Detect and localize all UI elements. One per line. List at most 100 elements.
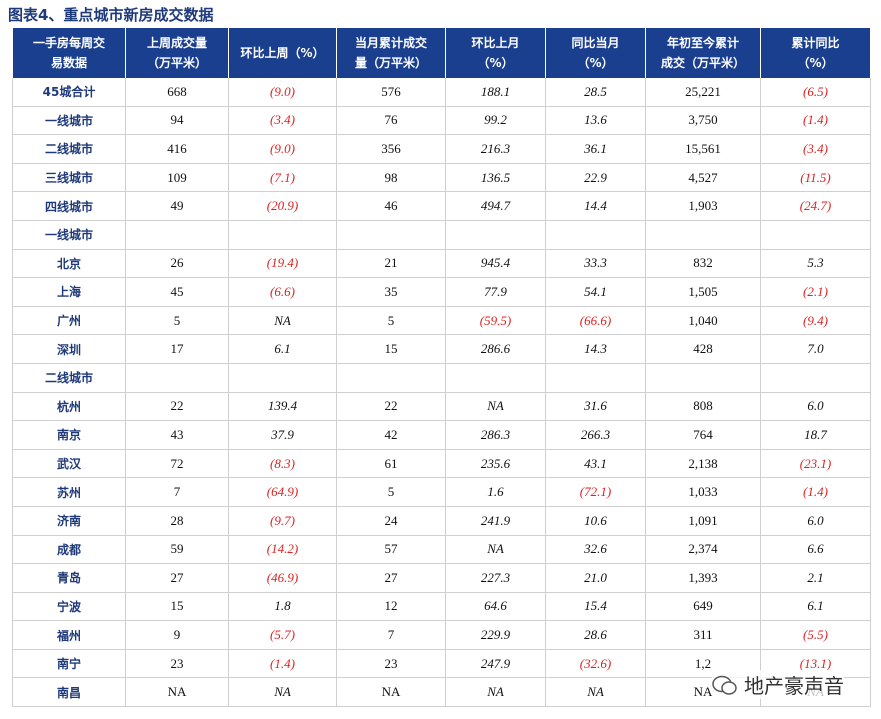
row-label: 南宁 bbox=[12, 649, 126, 679]
cell: (7.1) bbox=[228, 163, 337, 193]
row-label: 深圳 bbox=[12, 334, 126, 364]
cell: 14.3 bbox=[545, 334, 646, 364]
cell: 61 bbox=[336, 449, 446, 479]
cell: 188.1 bbox=[445, 78, 546, 107]
cell: NA bbox=[125, 677, 229, 708]
cell: 216.3 bbox=[445, 134, 546, 164]
row-label: 二线城市 bbox=[12, 134, 126, 164]
cell: 241.9 bbox=[445, 506, 546, 536]
empty-cell bbox=[228, 220, 337, 250]
header-line: 同比当月 bbox=[571, 36, 620, 50]
table-row: 杭州 22 139.4 22 NA 31.6 808 6.0 bbox=[12, 392, 871, 422]
cell: 57 bbox=[336, 535, 446, 565]
cell: 5.3 bbox=[760, 249, 871, 279]
watermark: 地产豪声音 bbox=[712, 670, 844, 699]
header-cell: 年初至今累计 成交（万平米） bbox=[645, 28, 761, 78]
cell: (9.0) bbox=[228, 134, 337, 164]
table-row: 武汉 72 (8.3) 61 235.6 43.1 2,138 (23.1) bbox=[12, 449, 871, 479]
header-cell: 上周成交量 （万平米） bbox=[125, 28, 229, 78]
table-row: 四线城市 49 (20.9) 46 494.7 14.4 1,903 (24.7) bbox=[12, 191, 871, 221]
cell: 4,527 bbox=[645, 163, 761, 193]
cell: 17 bbox=[125, 334, 229, 364]
cell: 7 bbox=[336, 620, 446, 650]
cell: 15.4 bbox=[545, 592, 646, 622]
header-cell: 当月累计成交 量（万平米） bbox=[336, 28, 446, 78]
cell: (32.6) bbox=[545, 649, 646, 679]
table-row: 上海 45 (6.6) 35 77.9 54.1 1,505 (2.1) bbox=[12, 277, 871, 307]
table-row: 45城合计 668 (9.0) 576 188.1 28.5 25,221 (6.5) bbox=[12, 78, 871, 107]
cell: 14.4 bbox=[545, 191, 646, 221]
cell: 229.9 bbox=[445, 620, 546, 650]
cell: 43 bbox=[125, 420, 229, 450]
header-line: （万平米） bbox=[146, 56, 207, 70]
table-row: 济南 28 (9.7) 24 241.9 10.6 1,091 6.0 bbox=[12, 506, 871, 536]
cell: 9 bbox=[125, 620, 229, 650]
empty-cell bbox=[645, 363, 761, 393]
cell: (3.4) bbox=[228, 106, 337, 136]
cell: 6.0 bbox=[760, 506, 871, 536]
cell: 428 bbox=[645, 334, 761, 364]
header-line: 年初至今累计 bbox=[666, 36, 739, 50]
cell: 2.1 bbox=[760, 563, 871, 593]
cell: (46.9) bbox=[228, 563, 337, 593]
cell: 6.1 bbox=[760, 592, 871, 622]
table-row: 成都 59 (14.2) 57 NA 32.6 2,374 6.6 bbox=[12, 535, 871, 565]
cell: (11.5) bbox=[760, 163, 871, 193]
row-label: 四线城市 bbox=[12, 191, 126, 221]
row-label: 武汉 bbox=[12, 449, 126, 479]
header-line: 环比上周（%） bbox=[240, 46, 325, 60]
cell: 5 bbox=[336, 477, 446, 507]
cell: (1.4) bbox=[760, 477, 871, 507]
header-line: 上周成交量 bbox=[146, 36, 207, 50]
table-row: 南京 43 37.9 42 286.3 266.3 764 18.7 bbox=[12, 420, 871, 450]
cell: 808 bbox=[645, 392, 761, 422]
empty-cell bbox=[336, 220, 446, 250]
cell: 42 bbox=[336, 420, 446, 450]
cell: (1.4) bbox=[760, 106, 871, 136]
cell: 36.1 bbox=[545, 134, 646, 164]
empty-cell bbox=[645, 220, 761, 250]
row-label: 宁波 bbox=[12, 592, 126, 622]
cell: 13.6 bbox=[545, 106, 646, 136]
row-label: 南昌 bbox=[12, 677, 126, 708]
cell: 1,505 bbox=[645, 277, 761, 307]
empty-cell bbox=[228, 363, 337, 393]
cell: 247.9 bbox=[445, 649, 546, 679]
header-cell: 累计同比 （%） bbox=[760, 28, 871, 78]
cell: 356 bbox=[336, 134, 446, 164]
cell: 31.6 bbox=[545, 392, 646, 422]
empty-cell bbox=[445, 220, 546, 250]
cell: 764 bbox=[645, 420, 761, 450]
watermark-text: 地产豪声音 bbox=[744, 674, 844, 698]
cell: 1.8 bbox=[228, 592, 337, 622]
table-row: 二线城市 416 (9.0) 356 216.3 36.1 15,561 (3.4) bbox=[12, 134, 871, 164]
row-label: 一线城市 bbox=[12, 220, 126, 250]
cell: 23 bbox=[125, 649, 229, 679]
cell: 27 bbox=[125, 563, 229, 593]
cell: (1.4) bbox=[228, 649, 337, 679]
header-cell: 一手房每周交 易数据 bbox=[12, 28, 126, 78]
cell: 139.4 bbox=[228, 392, 337, 422]
row-label: 杭州 bbox=[12, 392, 126, 422]
cell: 59 bbox=[125, 535, 229, 565]
cell: NA bbox=[445, 392, 546, 422]
cell: (66.6) bbox=[545, 306, 646, 336]
header-line: 当月累计成交 bbox=[354, 36, 427, 50]
empty-cell bbox=[125, 363, 229, 393]
cell: 494.7 bbox=[445, 191, 546, 221]
cell: 266.3 bbox=[545, 420, 646, 450]
cell: 28.6 bbox=[545, 620, 646, 650]
row-label: 北京 bbox=[12, 249, 126, 279]
cell: 98 bbox=[336, 163, 446, 193]
cell: 6.1 bbox=[228, 334, 337, 364]
cell: (6.6) bbox=[228, 277, 337, 307]
cell: (20.9) bbox=[228, 191, 337, 221]
cell: (9.0) bbox=[228, 78, 337, 107]
cell: (9.7) bbox=[228, 506, 337, 536]
header-line: （%） bbox=[577, 56, 614, 70]
header-line: 量（万平米） bbox=[354, 56, 427, 70]
cell: 25,221 bbox=[645, 78, 761, 107]
cell: 2,374 bbox=[645, 535, 761, 565]
header-line: 易数据 bbox=[50, 56, 87, 70]
row-label: 南京 bbox=[12, 420, 126, 450]
